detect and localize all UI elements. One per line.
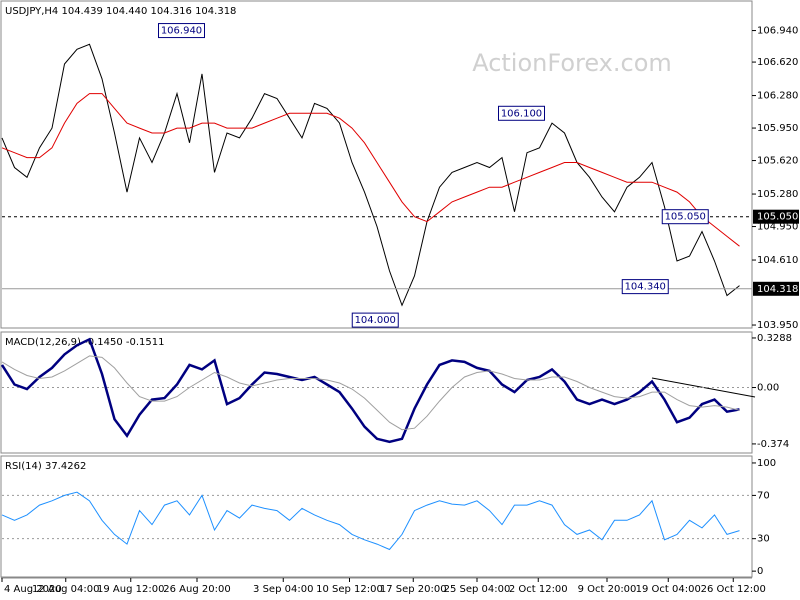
y-tick-label: 106.280 [757,91,798,102]
annotation-label: 106.100 [501,108,542,119]
y-tick-label: 105.280 [757,189,798,200]
y-tick-label: 70 [757,490,770,501]
x-tick-label: 25 Sep 04:00 [444,584,511,595]
y-tick-label: 0 [757,566,763,577]
x-tick-label: 9 Oct 20:00 [578,584,637,595]
annotation-box [661,209,709,225]
price-label-box [753,209,799,224]
annotation-box [621,279,669,295]
price-label: 104.318 [757,284,798,295]
annotation-label: 104.340 [625,282,666,293]
x-tick-label: 19 Aug 12:00 [97,584,164,595]
x-tick-label: 26 Aug 20:00 [163,584,230,595]
series-line [1,93,740,247]
series-line [1,491,740,551]
x-tick-label: 12 Aug 04:00 [32,584,99,595]
price-label: 105.050 [757,212,798,223]
rsi-panel [0,455,753,578]
x-tick-label: 19 Oct 04:00 [636,584,701,595]
annotation-box [498,105,545,121]
series-line [0,337,740,444]
series-line [1,43,740,307]
macd-panel [0,331,753,454]
x-tick-label: 26 Oct 12:00 [701,584,766,595]
series-line [1,355,740,431]
y-tick-label: 106.940 [757,26,798,37]
x-tick-label: 17 Sep 20:00 [380,584,447,595]
annotation-box [158,23,205,39]
panel-title: USDJPY,H4 104.439 104.440 104.316 104.31… [5,6,236,17]
x-tick-label: 10 Sep 12:00 [316,584,383,595]
annotation-label: 105.050 [665,212,706,223]
y-tick-label: 104.950 [757,222,798,233]
annotation-box [351,312,399,328]
price-label-box [753,281,799,296]
y-tick-label: 103.950 [757,320,798,331]
y-tick-label: 105.950 [757,123,798,134]
annotation-label: 106.940 [161,26,202,37]
y-tick-label: 100 [757,458,776,469]
watermark: ActionForex.com [472,49,672,77]
y-tick-label: 105.620 [757,156,798,167]
x-tick-label: 3 Sep 04:00 [253,584,313,595]
y-tick-label: 106.620 [757,57,798,68]
y-tick-label: 0.00 [757,383,779,394]
panel-title: RSI(14) 37.4262 [5,461,86,472]
x-tick-label: 4 Aug 2020 [4,584,62,595]
price-panel [0,0,753,329]
y-tick-label: 104.610 [757,255,798,266]
annotation-label: 104.000 [355,315,396,326]
y-tick-label: 30 [757,534,770,545]
x-tick-label: 2 Oct 12:00 [509,584,568,595]
y-tick-label: -0.374 [757,439,789,450]
y-tick-label: 0.3288 [757,333,792,344]
